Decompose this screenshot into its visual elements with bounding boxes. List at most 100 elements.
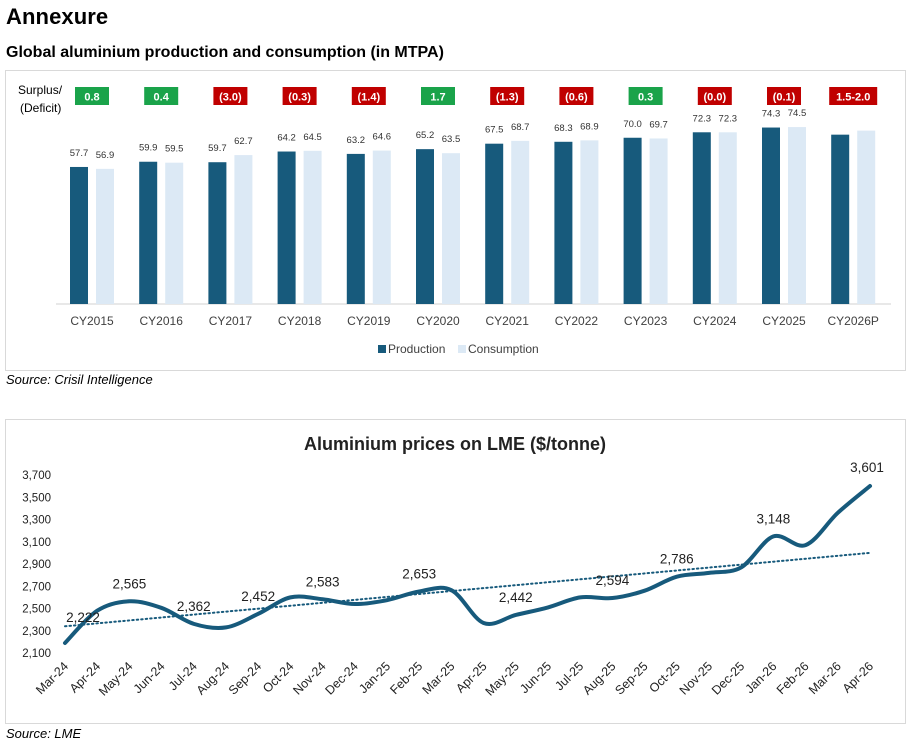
category-tick-label: CY2017	[209, 314, 253, 328]
source-note-lme: Source: LME	[6, 726, 82, 741]
consumption-bar	[718, 132, 737, 304]
x-tick-label: Oct-25	[646, 659, 682, 695]
price-data-label: 2,583	[306, 574, 340, 589]
consumption-bar	[96, 168, 114, 304]
production-bar	[485, 143, 504, 304]
balance-badge-label: (1.3)	[496, 92, 519, 104]
x-tick-label: Jan-25	[356, 659, 393, 696]
x-tick-label: Mar-26	[806, 659, 844, 697]
balance-badge-deficit: (3.0)	[213, 87, 248, 105]
production-value-label: 70.0	[623, 119, 642, 130]
production-bar	[554, 141, 573, 304]
balance-badge-deficit: (0.3)	[282, 87, 317, 105]
surplus-deficit-label: Surplus/	[18, 83, 63, 97]
balance-badge-background	[697, 87, 732, 105]
y-tick-label: 3,300	[22, 515, 51, 527]
y-tick-label: 3,100	[22, 537, 51, 549]
production-value-label: 65.2	[416, 130, 435, 141]
y-tick-label: 3,700	[22, 470, 51, 482]
x-tick-label: Oct-24	[260, 659, 296, 695]
production-value-label: 68.3	[554, 123, 573, 134]
balance-badge-label: (0.0)	[703, 92, 726, 104]
category-tick-label: CY2022	[555, 314, 599, 328]
consumption-value-label: 59.5	[165, 144, 184, 155]
consumption-value-label: 56.9	[96, 150, 115, 161]
category-tick-label: CY2018	[278, 314, 322, 328]
production-bar	[831, 134, 850, 304]
surplus-deficit-label: (Deficit)	[20, 101, 61, 115]
chart-legend: Production Consumption	[378, 342, 539, 356]
production-value-label: 59.7	[208, 143, 227, 154]
consumption-value-label: 69.7	[649, 119, 668, 130]
balance-badge-label: 0.8	[84, 92, 99, 104]
price-data-label: 3,601	[850, 460, 884, 475]
price-data-label: 2,565	[113, 576, 147, 591]
x-tick-label: Apr-26	[840, 659, 876, 695]
production-bar	[623, 137, 642, 304]
consumption-bar	[857, 130, 876, 304]
consumption-bar	[303, 150, 322, 304]
category-tick-label: CY2023	[624, 314, 668, 328]
x-tick-label: Jan-26	[743, 659, 780, 696]
balance-badge-background	[282, 87, 317, 105]
balance-badge-background	[213, 87, 248, 105]
consumption-value-label: 72.3	[719, 113, 738, 124]
x-tick-label: Aug-24	[194, 659, 232, 697]
legend-label-production: Production	[388, 342, 445, 356]
consumption-bar	[442, 153, 460, 304]
price-data-label: 2,653	[402, 566, 436, 581]
consumption-bar	[580, 140, 599, 304]
x-tick-label: Jun-25	[517, 659, 554, 696]
consumption-value-label: 62.7	[234, 136, 253, 147]
y-tick-label: 3,500	[22, 492, 51, 504]
x-tick-label: Sep-24	[226, 659, 264, 697]
category-tick-label: CY2015	[70, 314, 114, 328]
price-data-label: 3,148	[757, 511, 791, 526]
x-tick-label: Feb-25	[387, 659, 425, 697]
balance-badge-background	[75, 87, 109, 105]
consumption-value-label: 64.5	[303, 132, 322, 143]
legend-swatch-production	[378, 345, 386, 353]
price-data-label: 2,222	[66, 610, 100, 625]
balance-badge-label: (0.6)	[565, 92, 588, 104]
page-title: Annexure	[6, 4, 109, 29]
balance-badge-deficit: (1.4)	[351, 87, 386, 105]
legend-label-consumption: Consumption	[468, 342, 539, 356]
balance-badge-background	[144, 87, 179, 105]
consumption-bar	[372, 150, 391, 304]
x-tick-label: Mar-25	[420, 659, 458, 697]
production-bar	[762, 127, 780, 304]
x-tick-label: Mar-24	[33, 659, 71, 697]
price-data-label: 2,452	[241, 589, 275, 604]
price-data-label: 2,594	[596, 573, 630, 588]
production-bar	[277, 151, 296, 304]
production-value-label: 63.2	[347, 135, 366, 146]
category-tick-label: CY2025	[762, 314, 806, 328]
balance-badge-surplus: 0.3	[628, 87, 663, 105]
production-value-label: 72.3	[693, 113, 712, 124]
x-tick-label: Dec-25	[709, 659, 747, 697]
balance-badge-background	[767, 87, 801, 105]
consumption-bar	[234, 155, 253, 304]
consumption-bar	[511, 140, 530, 304]
y-tick-label: 2,500	[22, 604, 51, 616]
consumption-value-label: 63.5	[442, 134, 461, 145]
legend-swatch-consumption	[458, 345, 466, 353]
balance-badge-background	[829, 87, 878, 105]
production-bar	[70, 166, 88, 304]
category-tick-label: CY2024	[693, 314, 737, 328]
balance-badge-background	[351, 87, 386, 105]
production-value-label: 64.2	[277, 133, 296, 144]
production-value-label: 57.7	[70, 148, 89, 159]
x-tick-label: Nov-25	[677, 659, 715, 697]
y-tick-label: 2,900	[22, 559, 51, 571]
consumption-value-label: 74.5	[788, 108, 807, 119]
category-tick-label: CY2020	[416, 314, 460, 328]
consumption-value-label: 64.6	[373, 132, 392, 143]
x-tick-label: Dec-24	[323, 659, 361, 697]
x-tick-label: Aug-25	[580, 659, 618, 697]
production-bar	[346, 153, 365, 304]
x-tick-label: Sep-25	[612, 659, 650, 697]
lme-price-chart-panel: Aluminium prices on LME ($/tonne) 2,100 2,…	[5, 419, 906, 724]
balance-badge-surplus: 0.8	[75, 87, 109, 105]
